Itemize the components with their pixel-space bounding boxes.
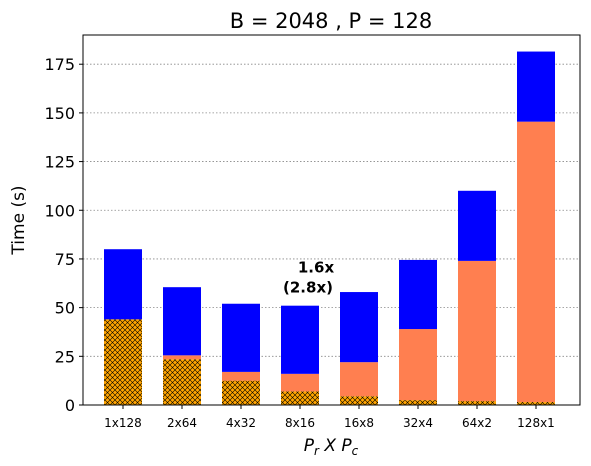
bar-segment: [222, 303, 260, 372]
bar-hatch: [281, 391, 319, 405]
bar-segment: [281, 305, 319, 374]
bar-segment: [340, 292, 378, 363]
bar-hatch: [517, 402, 555, 405]
bar-segment: [340, 362, 378, 397]
bar-hatch: [340, 396, 378, 405]
bar-hatch: [104, 319, 142, 405]
x-tick-label: 1x128: [104, 416, 142, 430]
annotation-line: (2.8x): [283, 279, 333, 297]
bar-segment: [399, 259, 437, 330]
bar-hatch: [399, 400, 437, 405]
x-axis-ticks: 1x128 2x64 4x32 8x16 16x8 32x4 64x2 128x1: [104, 405, 555, 430]
bar-segment: [104, 249, 142, 320]
y-tick-label: 50: [55, 299, 75, 318]
bar-segment: [399, 329, 437, 401]
chart-title: B = 2048 , P = 128: [230, 9, 433, 33]
y-tick-label: 125: [44, 153, 75, 172]
x-tick-label: 64x2: [462, 416, 492, 430]
bar-segment: [517, 51, 555, 122]
annotation-line: 1.6x: [298, 259, 335, 277]
bar-segment: [517, 121, 555, 403]
bars: [104, 51, 555, 405]
bar-segment: [281, 373, 319, 392]
plot-frame: [82, 34, 581, 406]
bar-hatch: [163, 359, 201, 405]
y-tick-label: 100: [44, 201, 75, 220]
y-axis-label: Time (s): [9, 185, 29, 255]
bar-segment: [458, 260, 496, 402]
bar-segment: [163, 287, 201, 356]
y-tick-label: 150: [44, 104, 75, 123]
y-tick-label: 25: [55, 347, 75, 366]
x-axis-label: Pr X Pc: [304, 436, 359, 458]
x-tick-label: 32x4: [403, 416, 433, 430]
bar-hatch: [222, 380, 260, 405]
bar-segment: [222, 371, 260, 381]
bar-segment: [163, 355, 201, 360]
speedup-annotation: 1.6x (2.8x): [283, 259, 334, 297]
x-tick-label: 2x64: [167, 416, 197, 430]
y-tick-label: 0: [65, 396, 75, 415]
bar-hatch: [458, 401, 496, 405]
y-tick-label: 175: [44, 55, 75, 74]
x-tick-label: 128x1: [517, 416, 555, 430]
x-tick-label: 8x16: [285, 416, 315, 430]
bar-segment: [458, 190, 496, 261]
y-tick-label: 75: [55, 250, 75, 269]
x-tick-label: 4x32: [226, 416, 256, 430]
grid-lines: [83, 63, 580, 357]
x-tick-label: 16x8: [344, 416, 374, 430]
y-axis-ticks: 0 25 50 75 100 125 150 175: [44, 55, 83, 415]
